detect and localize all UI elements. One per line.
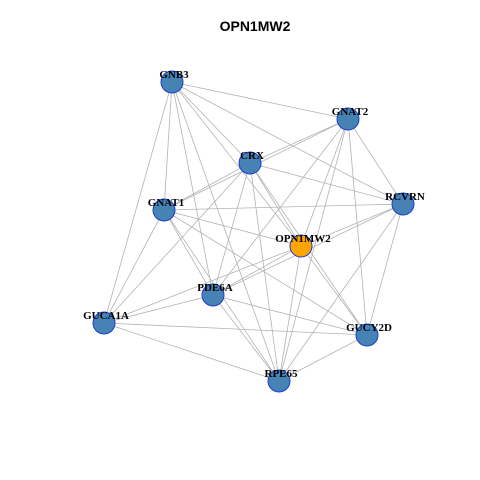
node-label: GNB3 [159,69,189,81]
node [336,107,360,131]
edge [171,81,251,164]
edge [278,245,302,382]
edge [347,118,404,205]
node-label: PDE6A [197,282,233,294]
edge [278,334,368,382]
edge [171,81,404,205]
node [201,283,225,307]
node-label: OPN1MW2 [275,233,331,245]
edge [163,209,214,296]
node [355,323,379,347]
edge [366,203,404,336]
edge [103,294,214,324]
edge [171,81,302,247]
node-label: GNAT2 [332,106,369,118]
edge [163,209,368,336]
edge [103,322,368,336]
edge [171,81,280,382]
edge [163,162,251,211]
edge [212,294,280,382]
node [238,151,262,175]
node [152,198,176,222]
node-label: RCVRN [385,191,425,203]
edge [163,81,173,211]
nodes: GNB3 GNAT2 CRX GNAT1 RCVRN OPN1MW2 PDE6A GUCA1A… [83,69,425,393]
node [160,70,184,94]
edge [278,118,349,382]
edge [103,245,302,324]
edge [163,203,404,211]
edge [347,118,368,336]
edge [171,81,214,296]
node-label: GNAT1 [148,197,184,209]
edge [300,245,368,336]
edge [300,203,404,247]
edge [249,118,349,164]
edges [103,81,404,382]
node [267,369,291,393]
edge [212,162,251,296]
node [289,234,313,258]
node-label: GUCA1A [83,310,129,322]
node [92,311,116,335]
edge [103,209,165,324]
node-label: GUCY2D [346,322,392,334]
node [391,192,415,216]
edge [103,81,173,324]
edge [171,81,349,120]
edge [212,294,368,336]
title: OPN1MW2 [220,18,291,34]
edge [249,162,404,205]
edge [103,162,251,324]
edge [103,322,280,382]
node-label: RPE65 [265,368,299,380]
edge [300,118,349,247]
edge [212,245,302,296]
edge [163,209,302,247]
node-label: CRX [240,150,264,162]
edge [249,162,302,247]
edge [278,203,404,382]
